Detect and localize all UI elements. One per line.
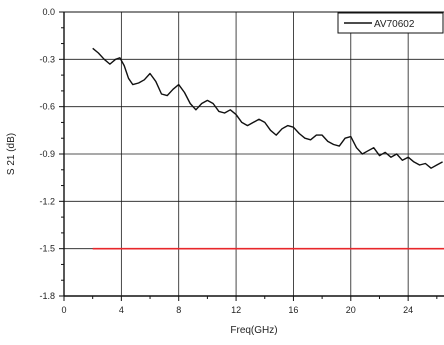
tick-labels: 0 4 8 12 16 20 24 0.0 -0.3 -0.6 -0.9 -1.2 -1.5 -1.8 [39, 7, 413, 315]
legend: AV70602 [337, 12, 444, 34]
x-tick-label: 4 [119, 305, 124, 315]
y-tick-label: -0.9 [39, 149, 55, 159]
series-layer [92, 47, 444, 250]
y-tick-label: -1.2 [39, 196, 55, 206]
x-tick-label: 24 [403, 305, 413, 315]
y-axis-title: S 21 (dB) [6, 133, 17, 175]
x-tick-label: 0 [61, 305, 66, 315]
legend-label-av70602: AV70602 [374, 19, 415, 30]
y-tick-label: -0.6 [39, 102, 55, 112]
x-axis-title: Freq(GHz) [230, 325, 277, 336]
legend-box [337, 12, 444, 34]
x-tick-label: 20 [346, 305, 356, 315]
y-tick-label: -0.3 [39, 54, 55, 64]
tick-marks [59, 11, 438, 301]
y-tick-label: -1.5 [39, 244, 55, 254]
x-tick-label: 12 [231, 305, 241, 315]
x-tick-label: 16 [288, 305, 298, 315]
series-line-av70602 [92, 47, 443, 169]
y-tick-label: 0.0 [42, 7, 55, 17]
y-tick-label: -1.8 [39, 291, 55, 301]
x-tick-label: 8 [176, 305, 181, 315]
